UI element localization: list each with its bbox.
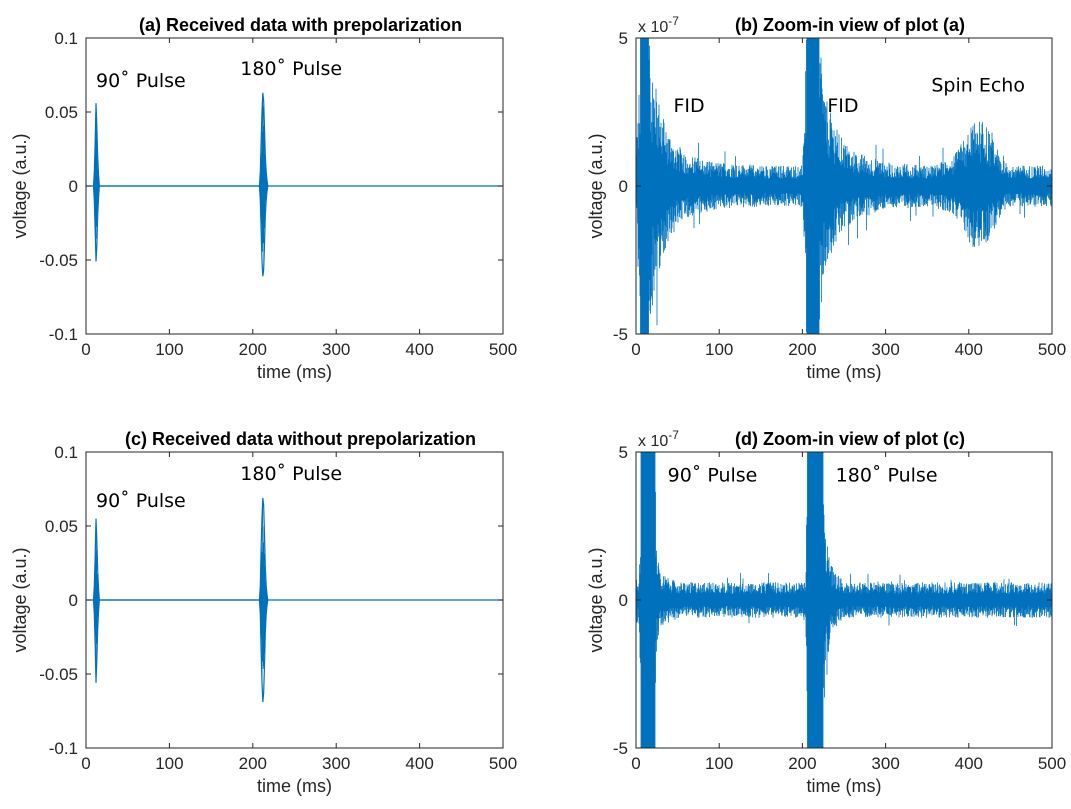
- y-tick-label: -0.1: [49, 325, 78, 344]
- plot-area: [636, 452, 1052, 748]
- x-tick-label: 400: [405, 754, 433, 773]
- y-tick-label: 0.05: [45, 517, 78, 536]
- plot-area: [86, 92, 503, 277]
- x-tick-label: 300: [322, 340, 350, 359]
- x-tick-label: 300: [871, 754, 899, 773]
- x-tick-label: 500: [489, 340, 517, 359]
- annotation: 180˚ Pulse: [836, 465, 938, 487]
- subplot-title: (b) Zoom-in view of plot (a): [735, 15, 965, 35]
- y-tick-label: 0: [69, 177, 78, 196]
- x-tick-label: 200: [239, 340, 267, 359]
- x-tick-label: 300: [322, 754, 350, 773]
- annotation: 90˚ Pulse: [668, 465, 758, 487]
- y-exponent: x 10-7: [638, 428, 679, 450]
- y-tick-label: -0.05: [39, 665, 78, 684]
- annotation: Spin Echo: [931, 74, 1025, 96]
- y-axis-label: voltage (a.u.): [586, 547, 606, 652]
- x-tick-label: 500: [1038, 754, 1066, 773]
- y-tick-label: 0.1: [54, 29, 78, 48]
- x-tick-label: 400: [405, 340, 433, 359]
- annotation: 180˚ Pulse: [240, 463, 342, 485]
- signal-trace: [636, 452, 1052, 748]
- y-tick-label: 0.1: [54, 443, 78, 462]
- x-tick-label: 200: [788, 340, 816, 359]
- x-tick-label: 200: [788, 754, 816, 773]
- y-tick-label: 0: [619, 177, 628, 196]
- x-tick-label: 500: [489, 754, 517, 773]
- x-tick-label: 0: [631, 754, 640, 773]
- y-exponent: x 10-7: [638, 14, 679, 36]
- y-axis-label: voltage (a.u.): [10, 547, 30, 652]
- annotation: 90˚ Pulse: [96, 70, 186, 92]
- series-0-segment-0: [86, 92, 503, 187]
- y-tick-label: 0: [619, 591, 628, 610]
- subplot-1: 0 100 200 300 400 500 0.1 0.05 0 -0.05 -0.1 (a) Rec…: [10, 15, 517, 382]
- annotation: FID: [827, 95, 858, 117]
- series-0-segment-1: [92, 185, 269, 277]
- plot-area: [636, 38, 1052, 334]
- series-0-segment-1: [92, 599, 269, 703]
- burst-1: [259, 503, 268, 678]
- y-axis-label: voltage (a.u.): [586, 133, 606, 238]
- y-tick-label: -0.1: [49, 739, 78, 758]
- x-tick-label: 100: [705, 340, 733, 359]
- y-tick-label: -5: [613, 325, 628, 344]
- x-tick-label: 0: [81, 754, 90, 773]
- annotation: 180˚ Pulse: [240, 58, 342, 80]
- y-tick-label: 0.05: [45, 103, 78, 122]
- x-axis-label: time (ms): [807, 362, 882, 382]
- x-tick-label: 0: [81, 340, 90, 359]
- x-tick-label: 400: [955, 340, 983, 359]
- x-tick-label: 100: [155, 340, 183, 359]
- y-tick-label: 0: [69, 591, 78, 610]
- series-0-segment-0: [86, 497, 503, 601]
- y-tick-label: 5: [619, 443, 628, 462]
- x-tick-label: 0: [631, 340, 640, 359]
- x-axis-label: time (ms): [807, 776, 882, 796]
- y-exponent-power: -7: [668, 14, 679, 28]
- subplot-title: (a) Received data with prepolarization: [139, 15, 462, 35]
- x-tick-label: 300: [871, 340, 899, 359]
- y-tick-label: 5: [619, 29, 628, 48]
- y-exponent-power: -7: [668, 428, 679, 442]
- burst-0: [93, 540, 100, 662]
- subplot-title: (c) Received data without prepolarizatio…: [125, 429, 476, 449]
- y-axis-label: voltage (a.u.): [10, 133, 30, 238]
- burst-1: [259, 98, 268, 262]
- x-axis-label: time (ms): [257, 776, 332, 796]
- x-tick-label: 500: [1038, 340, 1066, 359]
- y-tick-label: -0.05: [39, 251, 78, 270]
- x-tick-label: 400: [955, 754, 983, 773]
- plot-area: [86, 497, 503, 703]
- annotation: FID: [673, 95, 704, 117]
- x-axis-label: time (ms): [257, 362, 332, 382]
- subplot-title: (d) Zoom-in view of plot (c): [735, 429, 965, 449]
- subplot-3: 0 100 200 300 400 500 0.1 0.05 0 -0.05 -0.1 (c) Rec…: [10, 429, 517, 796]
- x-tick-label: 100: [705, 754, 733, 773]
- x-tick-label: 100: [155, 754, 183, 773]
- burst-0: [93, 113, 100, 239]
- annotation: 90˚ Pulse: [96, 490, 186, 512]
- signal-trace: [636, 38, 1052, 334]
- y-tick-label: -5: [613, 739, 628, 758]
- x-tick-label: 200: [239, 754, 267, 773]
